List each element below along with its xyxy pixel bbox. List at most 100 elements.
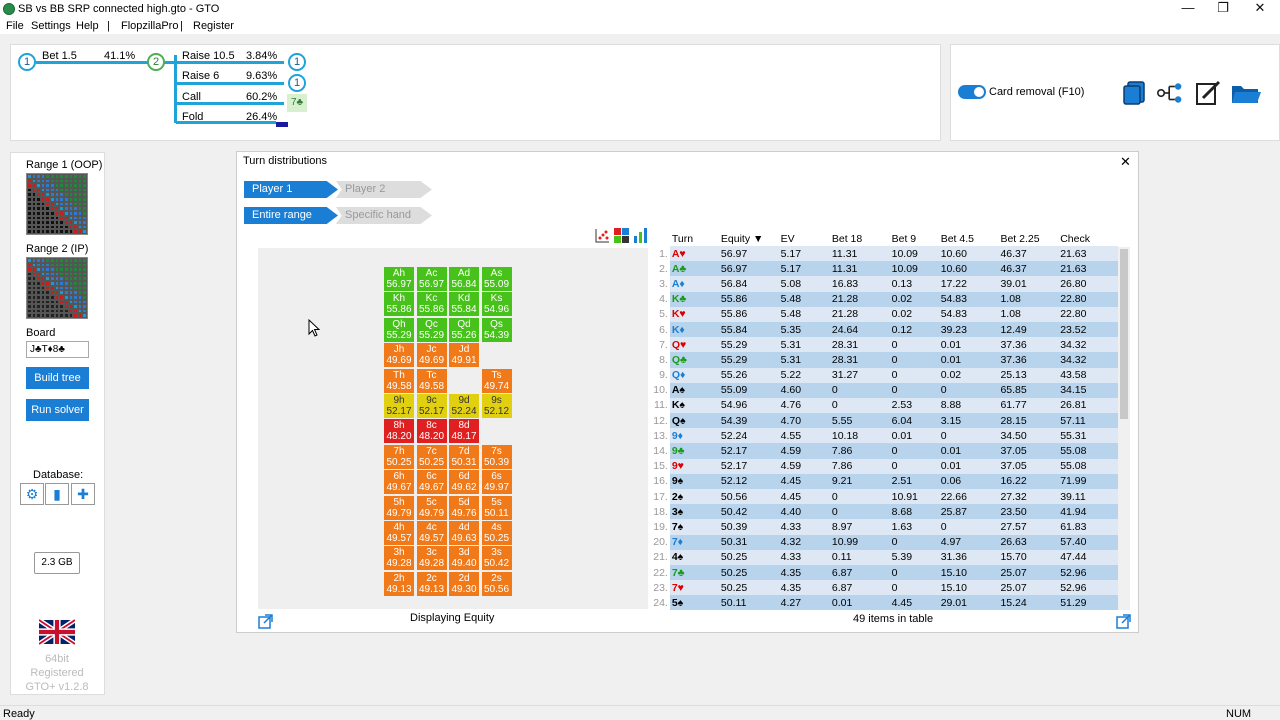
column-header[interactable]: EV bbox=[779, 232, 830, 246]
turn-card-Kc[interactable]: Kc 55.86 bbox=[417, 292, 447, 316]
table-row[interactable]: 18. 3♠ 50.42 4.40 0 8.68 25.87 23.50 41.94 bbox=[650, 504, 1118, 519]
table-row[interactable]: 16. 9♠ 52.12 4.45 9.21 2.51 0.06 16.22 71.99 bbox=[650, 474, 1118, 489]
tab-entire-range[interactable]: Entire range bbox=[244, 207, 338, 224]
turn-card-5c[interactable]: 5c 49.79 bbox=[417, 496, 447, 520]
table-row[interactable]: 12. Q♠ 54.39 4.70 5.55 6.04 3.15 28.15 57.11 bbox=[650, 413, 1118, 428]
turn-card-9s[interactable]: 9s 52.12 bbox=[482, 394, 512, 418]
turn-card-2c[interactable]: 2c 49.13 bbox=[417, 572, 447, 596]
table-row[interactable]: 7. Q♥ 55.29 5.31 28.31 0 0.01 37.36 34.32 bbox=[650, 337, 1118, 352]
turn-card-Jd[interactable]: Jd 49.91 bbox=[449, 343, 479, 367]
turn-card-6d[interactable]: 6d 49.62 bbox=[449, 470, 479, 494]
table-row[interactable]: 5. K♥ 55.86 5.48 21.28 0.02 54.83 1.08 22.80 bbox=[650, 307, 1118, 322]
turn-card-8h[interactable]: 8h 48.20 bbox=[384, 419, 414, 443]
turn-card-Jc[interactable]: Jc 49.69 bbox=[417, 343, 447, 367]
table-row[interactable]: 17. 2♠ 50.56 4.45 0 10.91 22.66 27.32 39.11 bbox=[650, 489, 1118, 504]
table-row[interactable]: 1. A♥ 56.97 5.17 11.31 10.09 10.60 46.37 21.63 bbox=[650, 246, 1118, 261]
tree-node-root[interactable]: 1 bbox=[18, 53, 36, 71]
database-add-icon[interactable]: ✚ bbox=[71, 483, 95, 505]
tree-node-raise-10-5[interactable]: 1 bbox=[288, 53, 306, 71]
column-header[interactable]: Bet 4.5 bbox=[939, 232, 999, 246]
turn-card-2d[interactable]: 2d 49.30 bbox=[449, 572, 479, 596]
database-chart-icon[interactable]: ▮ bbox=[45, 483, 69, 505]
table-row[interactable]: 6. K♦ 55.84 5.35 24.64 0.12 39.23 12.49 23.52 bbox=[650, 322, 1118, 337]
card-removal-toggle[interactable] bbox=[958, 85, 986, 99]
turn-card-6h[interactable]: 6h 49.67 bbox=[384, 470, 414, 494]
build-tree-button[interactable]: Build tree bbox=[26, 367, 89, 389]
table-row[interactable]: 10. A♠ 55.09 4.60 0 0 0 65.85 34.15 bbox=[650, 383, 1118, 398]
table-row[interactable]: 15. 9♥ 52.17 4.59 7.86 0 0.01 37.05 55.08 bbox=[650, 459, 1118, 474]
turn-card-5h[interactable]: 5h 49.79 bbox=[384, 496, 414, 520]
minimize-button[interactable]: — bbox=[1170, 0, 1206, 18]
turn-card-9h[interactable]: 9h 52.17 bbox=[384, 394, 414, 418]
turn-card-Kd[interactable]: Kd 55.84 bbox=[449, 292, 479, 316]
turn-card-4h[interactable]: 4h 49.57 bbox=[384, 521, 414, 545]
table-scrollbar[interactable] bbox=[1118, 247, 1130, 610]
turn-card-5s[interactable]: 5s 50.11 bbox=[482, 496, 512, 520]
turn-card-Ts[interactable]: Ts 49.74 bbox=[482, 369, 512, 393]
turn-card-9c[interactable]: 9c 52.17 bbox=[417, 394, 447, 418]
column-header[interactable]: Bet 9 bbox=[890, 232, 939, 246]
table-row[interactable]: 21. 4♠ 50.25 4.33 0.11 5.39 31.36 15.70 47.44 bbox=[650, 550, 1118, 565]
maximize-button[interactable]: ❐ bbox=[1205, 0, 1241, 18]
table-row[interactable]: 24. 5♠ 50.11 4.27 0.01 4.45 29.01 15.24 51.29 bbox=[650, 595, 1118, 610]
turn-card-7s[interactable]: 7s 50.39 bbox=[482, 445, 512, 469]
table-row[interactable]: 20. 7♦ 50.31 4.32 10.99 0 4.97 26.63 57.40 bbox=[650, 535, 1118, 550]
turn-card-3d[interactable]: 3d 49.40 bbox=[449, 546, 479, 570]
run-solver-button[interactable]: Run solver bbox=[26, 399, 89, 421]
turn-card-7h[interactable]: 7h 50.25 bbox=[384, 445, 414, 469]
tree-node-call-card[interactable]: 7♣ bbox=[287, 94, 307, 112]
turn-card-Tc[interactable]: Tc 49.58 bbox=[417, 369, 447, 393]
turn-card-2h[interactable]: 2h 49.13 bbox=[384, 572, 414, 596]
turn-card-Ks[interactable]: Ks 54.96 bbox=[482, 292, 512, 316]
bar-view-icon[interactable] bbox=[633, 228, 648, 243]
table-row[interactable]: 9. Q♦ 55.26 5.22 31.27 0 0.02 25.13 43.58 bbox=[650, 368, 1118, 383]
turn-card-Ad[interactable]: Ad 56.84 bbox=[449, 267, 479, 291]
close-button[interactable]: ✕ bbox=[1242, 0, 1278, 18]
turn-card-3h[interactable]: 3h 49.28 bbox=[384, 546, 414, 570]
open-folder-icon[interactable] bbox=[1230, 80, 1262, 106]
tree-node-raise-6[interactable]: 1 bbox=[288, 74, 306, 92]
table-row[interactable]: 4. K♣ 55.86 5.48 21.28 0.02 54.83 1.08 22.80 bbox=[650, 292, 1118, 307]
popout-table-icon[interactable] bbox=[1116, 614, 1131, 629]
turn-card-4c[interactable]: 4c 49.57 bbox=[417, 521, 447, 545]
turn-table[interactable]: Turn Equity ▼ EV Bet 18 Bet 9 Bet 4.5 Bet 2.25… bbox=[650, 232, 1131, 610]
turn-card-3s[interactable]: 3s 50.42 bbox=[482, 546, 512, 570]
uk-flag-icon[interactable] bbox=[39, 619, 75, 645]
menu-flopzillapro[interactable]: FlopzillaPro bbox=[121, 20, 178, 32]
menu-register[interactable]: Register bbox=[193, 20, 234, 32]
turn-card-Ac[interactable]: Ac 56.97 bbox=[417, 267, 447, 291]
turn-card-As[interactable]: As 55.09 bbox=[482, 267, 512, 291]
board-input[interactable]: J♣T♦8♣ bbox=[26, 341, 89, 358]
turn-card-Kh[interactable]: Kh 55.86 bbox=[384, 292, 414, 316]
popout-chart-icon[interactable] bbox=[258, 614, 273, 629]
table-row[interactable]: 2. A♣ 56.97 5.17 11.31 10.09 10.60 46.37 21.63 bbox=[650, 261, 1118, 276]
table-row[interactable]: 23. 7♥ 50.25 4.35 6.87 0 15.10 25.07 52.96 bbox=[650, 580, 1118, 595]
menu-file[interactable]: File bbox=[6, 20, 24, 32]
turn-card-6c[interactable]: 6c 49.67 bbox=[417, 470, 447, 494]
scrollbar-thumb[interactable] bbox=[1120, 249, 1128, 419]
column-header[interactable]: Bet 18 bbox=[830, 232, 890, 246]
tab-player-1[interactable]: Player 1 bbox=[244, 181, 338, 198]
column-header[interactable]: Bet 2.25 bbox=[998, 232, 1058, 246]
tree-node-2[interactable]: 2 bbox=[147, 53, 165, 71]
turn-card-3c[interactable]: 3c 49.28 bbox=[417, 546, 447, 570]
table-row[interactable]: 22. 7♣ 50.25 4.35 6.87 0 15.10 25.07 52.96 bbox=[650, 565, 1118, 580]
turn-card-Jh[interactable]: Jh 49.69 bbox=[384, 343, 414, 367]
turn-card-6s[interactable]: 6s 49.97 bbox=[482, 470, 512, 494]
turn-card-2s[interactable]: 2s 50.56 bbox=[482, 572, 512, 596]
edit-icon[interactable] bbox=[1195, 80, 1221, 106]
column-header[interactable]: Check bbox=[1058, 232, 1118, 246]
menu-settings[interactable]: Settings bbox=[31, 20, 71, 32]
turn-card-9d[interactable]: 9d 52.24 bbox=[449, 394, 479, 418]
turn-card-8c[interactable]: 8c 48.20 bbox=[417, 419, 447, 443]
turn-card-Qs[interactable]: Qs 54.39 bbox=[482, 318, 512, 342]
turn-card-Ah[interactable]: Ah 56.97 bbox=[384, 267, 414, 291]
turn-card-4d[interactable]: 4d 49.63 bbox=[449, 521, 479, 545]
menu-help[interactable]: Help bbox=[76, 20, 99, 32]
range1-matrix[interactable] bbox=[26, 173, 88, 235]
column-header[interactable]: Equity ▼ bbox=[719, 232, 779, 246]
tab-player-2[interactable]: Player 2 bbox=[336, 181, 432, 198]
turn-card-Th[interactable]: Th 49.58 bbox=[384, 369, 414, 393]
turn-card-7c[interactable]: 7c 50.25 bbox=[417, 445, 447, 469]
tab-specific-hand[interactable]: Specific hand bbox=[336, 207, 432, 224]
